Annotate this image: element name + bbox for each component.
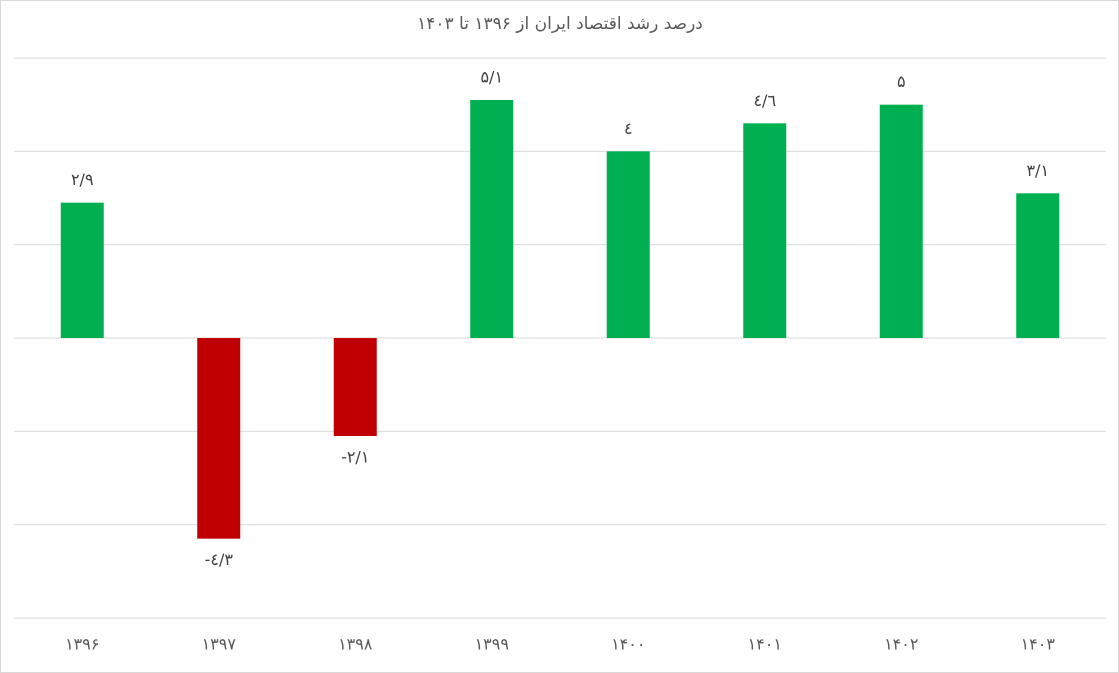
data-label: ۳/۱	[1026, 161, 1049, 180]
x-tick-label: ۱۴۰۲	[884, 635, 918, 654]
data-label: ۵	[897, 72, 906, 91]
x-tick-label: ۱۳۹۹	[475, 635, 509, 654]
x-tick-label: ۱۳۹۸	[338, 635, 373, 654]
bar	[1016, 193, 1060, 338]
bar	[470, 100, 514, 338]
bar	[606, 151, 650, 338]
data-label: ۵/۱	[480, 68, 503, 87]
x-tick-label: ۱۴۰۱	[748, 635, 782, 654]
bar	[60, 202, 104, 338]
data-label: ۲/۹	[71, 170, 94, 189]
bar	[333, 338, 377, 436]
x-tick-label: ۱۴۰۳	[1021, 635, 1056, 654]
data-label: -٤/٣	[205, 550, 234, 569]
bar	[197, 338, 241, 539]
chart-title: درصد رشد اقتصاد ایران از ۱۳۹۶ تا ۱۴۰۳	[417, 14, 703, 34]
data-label: -۲/۱	[341, 448, 369, 467]
bar	[743, 123, 787, 338]
x-tick-label: ۱۳۹۶	[65, 635, 99, 654]
data-label: ٤	[624, 119, 633, 138]
x-tick-label: ۱۴۰۰	[611, 635, 645, 654]
bar	[879, 104, 923, 339]
x-tick-label: ۱۳۹۷	[202, 635, 237, 654]
data-label: ٤/٦	[753, 91, 776, 110]
